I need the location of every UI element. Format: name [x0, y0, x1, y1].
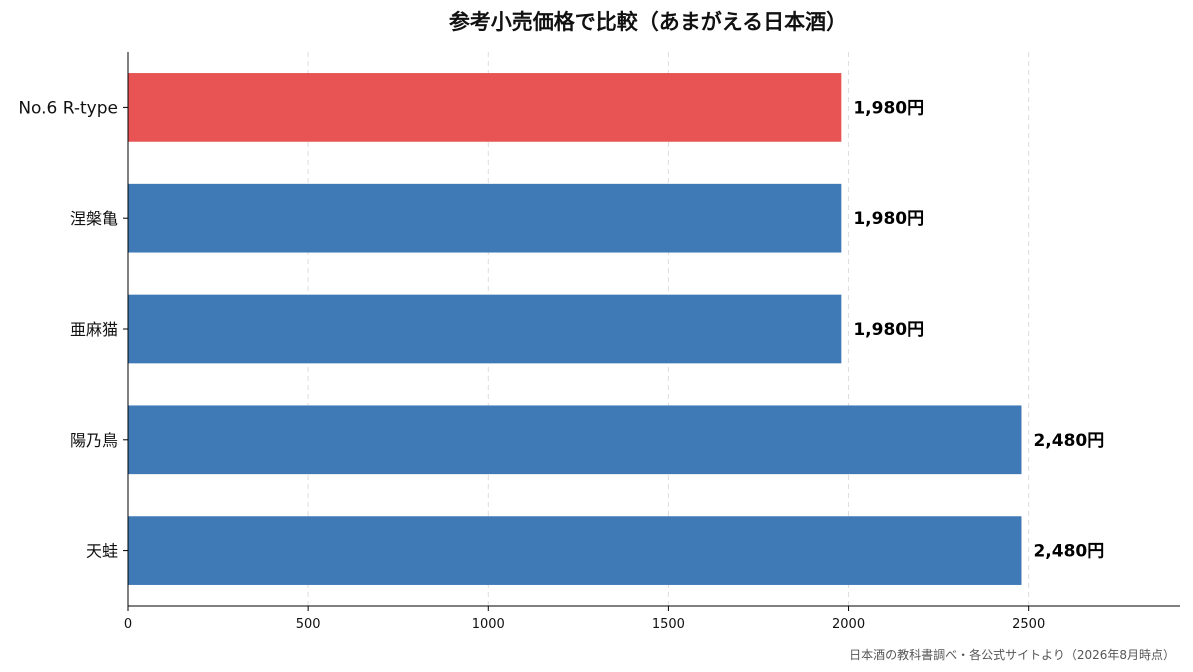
x-tick-label: 1500 [652, 617, 685, 632]
x-tick-label: 1000 [472, 617, 505, 632]
category-label: 陽乃鳥 [70, 431, 118, 450]
data-label: 1,980円 [853, 209, 924, 229]
x-tick-label: 0 [124, 617, 132, 632]
category-label: 涅槃亀 [70, 209, 118, 228]
grid-lines [307, 52, 1030, 606]
bar [128, 294, 842, 364]
source-note: 日本酒の教科書調べ・各公式サイトより（2026年8月時点） [849, 647, 1175, 662]
bar [128, 516, 1022, 585]
category-label: No.6 R-type [18, 98, 118, 118]
bars-group [128, 73, 1022, 585]
data-label: 1,980円 [853, 320, 924, 340]
x-tick-label: 500 [296, 617, 321, 632]
category-label: 亜麻猫 [70, 320, 118, 339]
data-label: 2,480円 [1033, 431, 1104, 451]
category-label: 天蛙 [86, 542, 118, 561]
data-label: 1,980円 [853, 98, 924, 118]
chart-title: 参考小売価格で比較（あまがえる日本酒） [449, 10, 847, 34]
data-label: 2,480円 [1033, 542, 1104, 562]
bar [128, 183, 842, 253]
x-tick-label: 2500 [1012, 617, 1045, 632]
axes-group [123, 52, 1180, 611]
bar [128, 405, 1022, 475]
bar [128, 73, 842, 142]
x-tick-label: 2000 [832, 617, 865, 632]
